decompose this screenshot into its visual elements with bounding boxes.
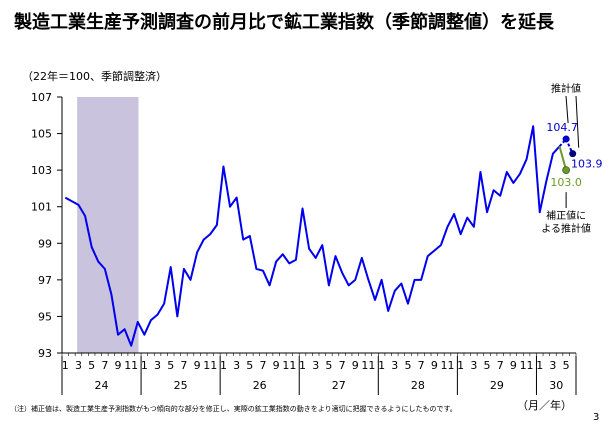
index-series-line xyxy=(64,125,561,347)
month-tick-label: 3 xyxy=(233,359,240,372)
year-label: 30 xyxy=(549,379,563,392)
month-tick-label: 5 xyxy=(563,359,570,372)
chart-title: 製造工業生産予測調査の前月比で鉱工業指数（季節調整値）を延長 xyxy=(14,12,554,33)
estimate-arrow xyxy=(575,95,580,148)
month-tick-label: 9 xyxy=(510,359,517,372)
month-tick-label: 3 xyxy=(312,359,319,372)
month-tick-label: 1 xyxy=(62,359,69,372)
year-label: 29 xyxy=(490,379,504,392)
period-label: （月／年） xyxy=(517,399,572,412)
month-tick-label: 7 xyxy=(180,359,187,372)
forecast-point xyxy=(562,135,570,143)
corrected-value-label: 103.0 xyxy=(550,176,582,189)
month-tick-label: 1 xyxy=(378,359,385,372)
month-tick-label: 1 xyxy=(457,359,464,372)
year-label: 27 xyxy=(332,379,346,392)
month-tick-label: 5 xyxy=(404,359,411,372)
forecast-second-value-label: 103.9 xyxy=(571,158,603,171)
year-label: 24 xyxy=(95,379,109,392)
month-tick-label: 5 xyxy=(167,359,174,372)
y-tick-label: 105 xyxy=(31,128,52,141)
month-tick-label: 11 xyxy=(520,359,534,372)
footnote: （注）補正値は、製造工業生産予測指数がもつ傾向的な部分を修正し、実際の鉱工業指数… xyxy=(10,405,457,413)
month-tick-label: 9 xyxy=(431,359,438,372)
month-tick-label: 5 xyxy=(325,359,332,372)
year-label: 25 xyxy=(174,379,188,392)
forecast-line xyxy=(558,138,567,148)
month-tick-label: 7 xyxy=(418,359,425,372)
month-tick-label: 7 xyxy=(339,359,346,372)
month-tick-label: 3 xyxy=(391,359,398,372)
month-tick-label: 3 xyxy=(549,359,556,372)
month-tick-label: 1 xyxy=(220,359,227,372)
corrected-forecast-line xyxy=(558,146,568,171)
forecast-value-label: 104.7 xyxy=(546,121,578,134)
corrected-forecast-point xyxy=(562,166,571,175)
y-tick-label: 93 xyxy=(38,347,52,360)
month-tick-label: 9 xyxy=(194,359,201,372)
month-tick-label: 3 xyxy=(154,359,161,372)
month-tick-label: 1 xyxy=(299,359,306,372)
y-tick-label: 103 xyxy=(31,164,52,177)
year-label: 28 xyxy=(411,379,425,392)
month-tick-label: 5 xyxy=(484,359,491,372)
month-tick-label: 5 xyxy=(88,359,95,372)
month-tick-label: 9 xyxy=(352,359,359,372)
estimate-annotation: 推計値 xyxy=(551,82,581,95)
y-tick-label: 99 xyxy=(38,237,52,250)
year-label: 26 xyxy=(253,379,267,392)
month-tick-label: 7 xyxy=(497,359,504,372)
month-tick-label: 7 xyxy=(101,359,108,372)
y-tick-label: 95 xyxy=(38,310,52,323)
month-tick-label: 11 xyxy=(441,359,455,372)
page-number: 3 xyxy=(593,412,600,423)
month-tick-label: 3 xyxy=(470,359,477,372)
month-tick-label: 3 xyxy=(75,359,82,372)
corrected-annotation: 補正値に xyxy=(546,209,586,222)
month-tick-label: 11 xyxy=(124,359,138,372)
month-tick-label: 11 xyxy=(282,359,296,372)
month-tick-label: 5 xyxy=(246,359,253,372)
month-tick-label: 9 xyxy=(115,359,122,372)
y-tick-label: 97 xyxy=(38,274,52,287)
month-tick-label: 7 xyxy=(259,359,266,372)
month-tick-label: 11 xyxy=(203,359,217,372)
corrected-annotation: よる推計値 xyxy=(541,222,591,235)
y-tick-label: 107 xyxy=(31,91,52,104)
unit-label: （22年＝100、季節調整済） xyxy=(22,70,167,83)
month-tick-label: 11 xyxy=(361,359,375,372)
month-tick-label: 9 xyxy=(273,359,280,372)
month-tick-label: 1 xyxy=(141,359,148,372)
forecast-point xyxy=(569,150,577,158)
y-tick-label: 101 xyxy=(31,201,52,214)
month-tick-label: 1 xyxy=(536,359,543,372)
estimate-arrow xyxy=(565,95,569,124)
